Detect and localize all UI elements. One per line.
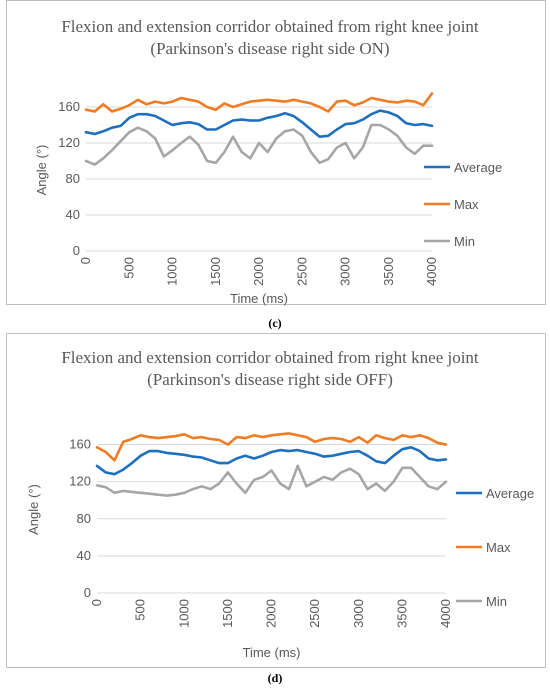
- legend-label-average: Average: [486, 486, 534, 501]
- x-tick-label: 500: [133, 599, 148, 621]
- chart-panel-c: Flexion and extension corridor obtained …: [0, 0, 550, 330]
- x-axis-label: Time (ms): [242, 645, 300, 660]
- x-tick-label: 3000: [351, 599, 366, 628]
- x-tick-label: 500: [121, 257, 136, 279]
- chart-frame-c: [6, 0, 546, 305]
- chart-svg-c: 0 40 80 120 160 0 500 1000 1500 2000 2500 3000 3500 4…: [34, 92, 502, 306]
- legend-label-min: Min: [454, 234, 475, 249]
- y-tick-label: 80: [66, 171, 80, 186]
- chart-caption-d: (d): [267, 671, 283, 685]
- series-line-min: [84, 123, 434, 166]
- y-tick-label: 0: [73, 243, 80, 258]
- y-axis-label: Angle (°): [26, 484, 41, 535]
- x-tick-label: 3500: [381, 257, 396, 286]
- y-tick-label: 160: [58, 99, 80, 114]
- y-tick-label: 120: [58, 135, 80, 150]
- x-tick-label: 2500: [307, 599, 322, 628]
- series-line-max: [95, 432, 448, 462]
- y-tick-label: 40: [66, 207, 80, 222]
- x-tick-label: 2500: [294, 257, 309, 286]
- chart-caption-c: (c): [268, 316, 282, 330]
- chart-title-c: Flexion and extension corridor obtained …: [61, 17, 479, 58]
- chart-frame-d: [6, 333, 546, 668]
- x-tick-label: 0: [78, 257, 93, 264]
- x-tick-label: 1500: [220, 599, 235, 628]
- x-tick-label: 3000: [338, 257, 353, 286]
- series-line-max: [84, 92, 434, 113]
- series-line-min: [95, 464, 448, 497]
- x-tick-label: 1500: [208, 257, 223, 286]
- y-axis-label: Angle (°): [34, 145, 49, 196]
- series-line-average: [95, 446, 448, 476]
- x-tick-label: 3500: [394, 599, 409, 628]
- legend-label-max: Max: [486, 540, 511, 555]
- chart-title-d: Flexion and extension corridor obtained …: [61, 348, 479, 389]
- x-tick-label: 1000: [165, 257, 180, 286]
- x-tick-label: 1000: [176, 599, 191, 628]
- y-tick-label: 160: [69, 437, 91, 452]
- x-tick-label: 4000: [438, 599, 453, 628]
- chart-panel-d: Flexion and extension corridor obtained …: [0, 333, 550, 689]
- legend-label-max: Max: [454, 197, 479, 212]
- x-tick-label: 0: [89, 599, 104, 606]
- chart-svg-d: 0 40 80 120 160 0 500 1000 1500 2000 2500 3000 3500 4…: [26, 432, 534, 660]
- x-tick-label: 2000: [264, 599, 279, 628]
- series-line-average: [84, 109, 434, 138]
- y-tick-label: 120: [69, 474, 91, 489]
- x-tick-label: 4000: [424, 257, 439, 286]
- y-tick-label: 80: [77, 511, 91, 526]
- legend-label-min: Min: [486, 594, 507, 609]
- y-tick-label: 40: [77, 548, 91, 563]
- legend-label-average: Average: [454, 160, 502, 175]
- y-tick-label: 0: [84, 585, 91, 600]
- x-tick-label: 2000: [251, 257, 266, 286]
- x-axis-label: Time (ms): [230, 291, 288, 306]
